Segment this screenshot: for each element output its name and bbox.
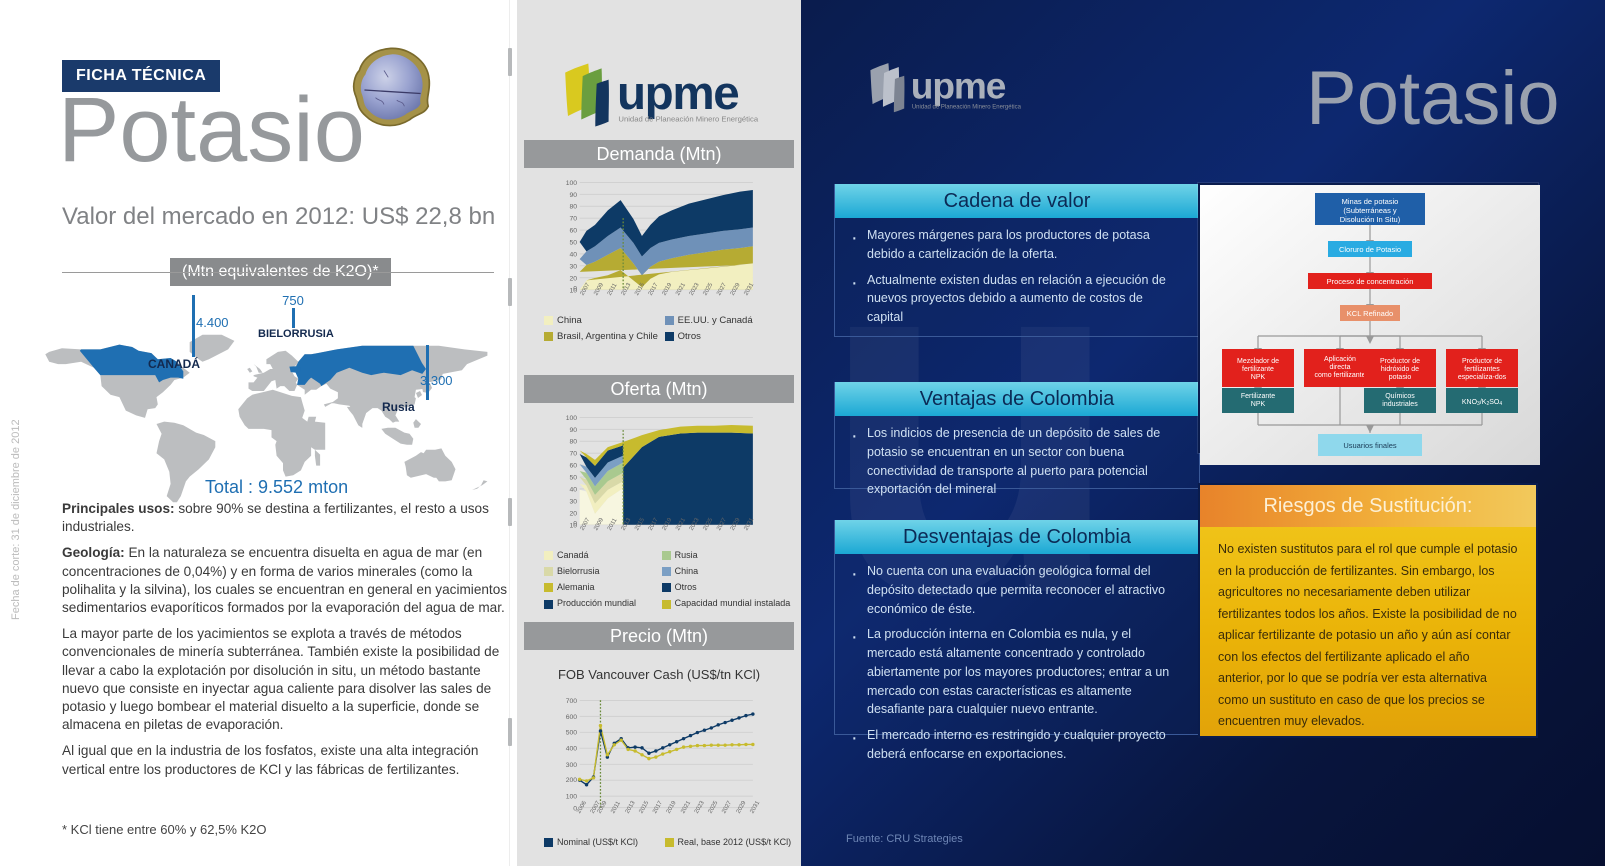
svg-text:20: 20 (570, 275, 578, 282)
svg-text:Disolución In Situ): Disolución In Situ) (1340, 215, 1401, 224)
svg-text:Aplicación: Aplicación (1324, 356, 1356, 363)
svg-text:NPK: NPK (1251, 401, 1266, 408)
svg-text:Proceso de concentración: Proceso de concentración (1327, 277, 1414, 286)
svg-text:60: 60 (570, 228, 578, 235)
svg-text:30: 30 (570, 498, 578, 505)
svg-text:90: 90 (570, 427, 578, 434)
svg-text:Usuarios finales: Usuarios finales (1343, 441, 1397, 450)
svg-text:200: 200 (566, 777, 578, 784)
svg-text:2023: 2023 (694, 800, 706, 815)
svg-text:fertilizante: fertilizante (1242, 366, 1274, 373)
svg-text:2015: 2015 (638, 800, 650, 815)
svg-text:especializa-dos: especializa-dos (1458, 374, 1507, 381)
svg-text:2025: 2025 (708, 800, 720, 815)
svg-text:100: 100 (566, 415, 578, 422)
svg-text:70: 70 (570, 451, 578, 458)
svg-text:2017: 2017 (652, 800, 664, 815)
svg-text:2029: 2029 (736, 800, 748, 815)
svg-text:Unidad de Planeación Minero En: Unidad de Planeación Minero Energética (912, 104, 1022, 110)
svg-text:(Subterráneas y: (Subterráneas y (1343, 206, 1397, 215)
svg-text:como fertilizante: como fertilizante (1315, 372, 1366, 379)
svg-text:fertilizantes: fertilizantes (1464, 366, 1500, 373)
svg-text:0: 0 (573, 286, 577, 293)
svg-text:700: 700 (566, 698, 578, 705)
svg-text:Mezclador de: Mezclador de (1237, 358, 1279, 365)
svg-text:2006: 2006 (576, 800, 588, 815)
svg-text:20: 20 (570, 510, 578, 517)
svg-text:upme: upme (617, 67, 738, 120)
svg-text:80: 80 (570, 204, 578, 211)
svg-text:Productor de: Productor de (1462, 358, 1502, 365)
svg-text:2013: 2013 (625, 800, 637, 815)
svg-text:30: 30 (570, 263, 578, 270)
svg-text:Productor de: Productor de (1380, 358, 1420, 365)
svg-text:Cloruro de Potasio: Cloruro de Potasio (1339, 245, 1401, 254)
svg-text:2027: 2027 (721, 800, 733, 815)
svg-text:hidróxido de: hidróxido de (1381, 366, 1419, 373)
svg-text:600: 600 (566, 714, 578, 721)
svg-text:40: 40 (570, 487, 578, 494)
svg-text:directa: directa (1329, 364, 1350, 371)
svg-text:NPK: NPK (1251, 374, 1266, 381)
svg-text:100: 100 (566, 180, 578, 187)
svg-text:Químicos: Químicos (1385, 393, 1415, 400)
svg-text:upme: upme (911, 65, 1006, 107)
svg-text:70: 70 (570, 216, 578, 223)
svg-text:potasio: potasio (1389, 374, 1412, 381)
svg-text:Minas de potasio: Minas de potasio (1342, 197, 1399, 206)
svg-text:60: 60 (570, 463, 578, 470)
svg-text:industriales: industriales (1382, 401, 1418, 408)
svg-text:50: 50 (570, 240, 578, 247)
svg-text:400: 400 (566, 746, 578, 753)
svg-text:2031: 2031 (749, 800, 761, 815)
svg-text:KNO3/K2SO4: KNO3/K2SO4 (1462, 399, 1502, 407)
svg-text:Fertilizante: Fertilizante (1241, 393, 1275, 400)
svg-text:KCL Refinado: KCL Refinado (1347, 309, 1393, 318)
svg-text:80: 80 (570, 439, 578, 446)
svg-text:300: 300 (566, 762, 578, 769)
svg-text:2021: 2021 (680, 800, 692, 815)
svg-text:2019: 2019 (666, 800, 678, 815)
svg-text:Unidad de Planeación Minero En: Unidad de Planeación Minero Energética (618, 115, 758, 124)
svg-text:50: 50 (570, 475, 578, 482)
svg-text:100: 100 (566, 793, 578, 800)
svg-text:0: 0 (573, 521, 577, 528)
svg-text:40: 40 (570, 252, 578, 259)
svg-text:500: 500 (566, 729, 578, 736)
svg-text:2011: 2011 (610, 800, 622, 815)
svg-text:90: 90 (570, 192, 578, 199)
